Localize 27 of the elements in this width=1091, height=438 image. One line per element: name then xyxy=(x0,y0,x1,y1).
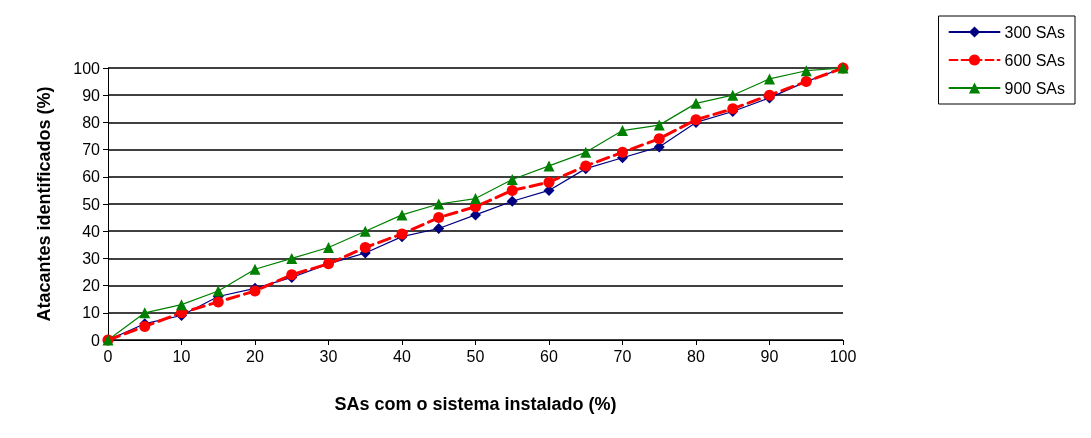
y-tick-label: 20 xyxy=(82,277,101,295)
y-tick-label: 0 xyxy=(91,331,101,349)
x-tick-label: 100 xyxy=(829,347,857,365)
x-tick-label: 20 xyxy=(246,347,264,365)
x-axis-title: SAs com o sistema instalado (%) xyxy=(334,394,617,414)
y-tick-label: 40 xyxy=(82,222,101,240)
y-tick-label: 100 xyxy=(73,59,101,77)
y-axis-title: Atacantes identificados (%) xyxy=(34,86,54,322)
x-tick-label: 10 xyxy=(172,347,191,365)
y-tick-label: 80 xyxy=(82,113,101,131)
x-tick-label: 40 xyxy=(393,347,411,365)
y-tick-label: 10 xyxy=(82,304,101,322)
legend-label: 900 SAs xyxy=(1004,79,1065,97)
legend-label: 300 SAs xyxy=(1004,23,1065,41)
y-tick-label: 90 xyxy=(82,86,101,104)
x-tick-label: 90 xyxy=(760,347,779,365)
x-tick-label: 70 xyxy=(613,347,632,365)
y-tick-label: 70 xyxy=(82,141,101,159)
x-tick-label: 80 xyxy=(687,347,705,365)
x-tick-label: 60 xyxy=(540,347,558,365)
x-tick-label: 50 xyxy=(466,347,485,365)
x-tick-label: 30 xyxy=(319,347,338,365)
y-tick-label: 30 xyxy=(82,249,101,267)
x-tick-label: 0 xyxy=(103,347,113,365)
legend-label: 600 SAs xyxy=(1004,51,1065,69)
y-tick-label: 50 xyxy=(82,195,101,213)
y-tick-label: 60 xyxy=(82,168,101,186)
